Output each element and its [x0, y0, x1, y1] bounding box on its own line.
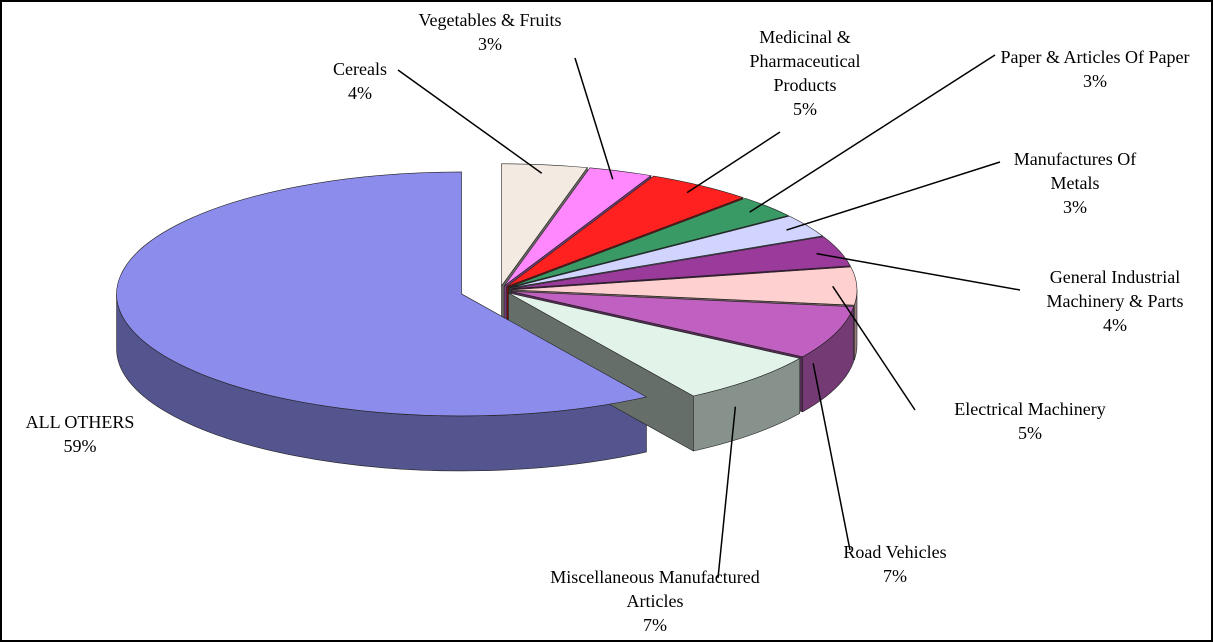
label-name: Miscellaneous Manufactured Articles: [550, 567, 760, 611]
label-value: 7%: [883, 566, 907, 586]
leader-line: [397, 69, 543, 174]
label-name: General Industrial Machinery & Parts: [1046, 267, 1184, 311]
data-label: Paper & Articles Of Paper 3%: [995, 45, 1195, 93]
label-name: Medicinal & Pharmaceutical Products: [749, 27, 861, 95]
leader-line: [717, 406, 737, 579]
label-value: 4%: [348, 83, 372, 103]
label-value: 7%: [643, 615, 667, 635]
leader-line: [749, 54, 996, 213]
label-name: Electrical Machinery: [954, 399, 1106, 419]
slice: [503, 167, 652, 287]
slice: [501, 163, 588, 287]
data-label: Cereals 4%: [315, 57, 405, 105]
label-value: 4%: [1103, 315, 1127, 335]
data-label: Road Vehicles 7%: [820, 540, 970, 588]
slice: [116, 171, 648, 417]
leader-line: [832, 285, 916, 411]
slice: [511, 236, 851, 289]
data-label: Miscellaneous Manufactured Articles 7%: [538, 565, 773, 637]
label-value: 5%: [1018, 423, 1042, 443]
slice: [511, 291, 854, 358]
leader-line: [816, 252, 1021, 291]
label-value: 5%: [793, 99, 817, 119]
label-name: Vegetables & Fruits: [418, 10, 562, 30]
label-value: 3%: [1083, 71, 1107, 91]
data-label: Medicinal & Pharmaceutical Products 5%: [730, 25, 880, 121]
data-label: Electrical Machinery 5%: [910, 397, 1150, 445]
label-name: Road Vehicles: [843, 542, 947, 562]
slice: [508, 197, 789, 288]
label-name: Cereals: [333, 59, 387, 79]
label-name: Manufactures Of Metals: [1013, 149, 1137, 193]
slice: [510, 215, 824, 289]
label-value: 59%: [63, 436, 97, 456]
label-value: 3%: [478, 34, 502, 54]
leader-line: [686, 131, 781, 194]
label-name: ALL OTHERS: [25, 412, 135, 432]
data-label: Manufactures Of Metals 3%: [990, 147, 1160, 219]
label-name: Paper & Articles Of Paper: [1000, 47, 1190, 67]
leader-line: [812, 363, 851, 551]
slice: [508, 292, 801, 397]
label-value: 3%: [1063, 197, 1087, 217]
slice: [511, 266, 858, 306]
leader-line: [786, 161, 1001, 231]
data-label: Vegetables & Fruits 3%: [395, 8, 585, 56]
slice: [506, 175, 744, 287]
leader-line: [574, 57, 614, 180]
data-label: ALL OTHERS 59%: [0, 410, 160, 458]
slice-tops: [116, 163, 858, 417]
data-label: General Industrial Machinery & Parts 4%: [1015, 265, 1213, 337]
